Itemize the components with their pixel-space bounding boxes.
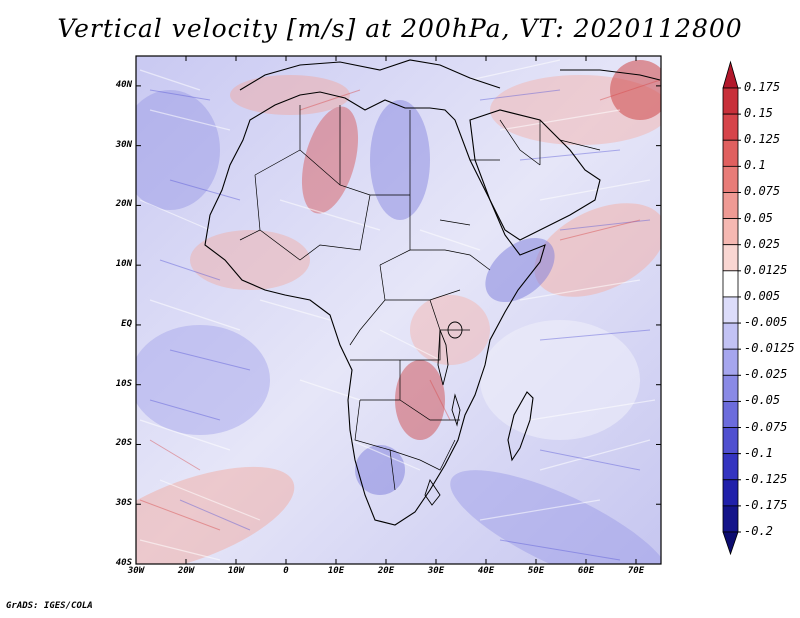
colorbar-swatch [722, 218, 739, 246]
lat-tick-label: 40S [115, 558, 132, 568]
colorbar-label: 0.15 [744, 106, 773, 121]
lakes [424, 321, 463, 506]
colorbar-label: -0.05 [744, 393, 781, 408]
colorbar-label: 0.175 [744, 80, 781, 94]
lon-tick-label: 60E [577, 566, 595, 576]
colorbar-swatch [722, 192, 739, 219]
lat-tick-label: EQ [121, 318, 132, 329]
colorbar-label: 0.025 [744, 236, 781, 251]
map-frame [135, 55, 662, 565]
country-borders [239, 105, 601, 491]
colorbar-swatch [722, 505, 739, 533]
lat-tick-label: 10S [115, 378, 132, 389]
colorbar-label: 0.1 [744, 158, 766, 173]
lon-tick-label: 20W [177, 566, 195, 576]
grads-credit: GrADS: IGES/COLA [6, 601, 93, 611]
lon-tick-label: 20E [377, 566, 395, 576]
colorbar-label: -0.2 [744, 524, 773, 538]
colorbar-label: -0.075 [744, 419, 788, 434]
velocity-field [136, 59, 661, 564]
colorbar-arrow-min [722, 531, 739, 556]
colorbar-label: 0.05 [744, 210, 773, 225]
colorbar-label: -0.125 [744, 471, 788, 486]
colorbar-swatch [722, 165, 739, 193]
colorbar-swatch [722, 401, 739, 428]
colorbar-label: -0.025 [744, 367, 788, 382]
colorbar-label: 0.125 [744, 132, 781, 147]
lon-tick-label: 10E [327, 566, 345, 576]
colorbar-label: -0.005 [744, 315, 788, 330]
colorbar-swatch [722, 244, 739, 272]
lon-tick-label: 10W [227, 566, 245, 576]
colorbar-swatch [722, 322, 739, 350]
lat-tick-label: 20S [115, 438, 132, 449]
colorbar-label: -0.0125 [744, 341, 795, 356]
lon-tick-label: 30E [427, 566, 445, 576]
lat-tick-label: 40N [115, 79, 132, 90]
colorbar-label: 0.075 [744, 184, 781, 199]
colorbar-swatch [722, 453, 739, 481]
colorbar-swatch [722, 427, 739, 455]
lon-tick-label: 0 [283, 566, 289, 576]
lon-tick-label: 40E [477, 566, 495, 576]
colorbar-label: -0.1 [744, 445, 773, 460]
colorbar-swatch [722, 113, 739, 141]
lat-tick-label: 20N [115, 199, 132, 210]
coastlines [204, 59, 661, 526]
lon-tick-label: 30W [127, 566, 145, 576]
lat-tick-label: 30S [115, 498, 132, 509]
colorbar-label: -0.175 [744, 497, 788, 512]
lat-tick-label: 10N [115, 259, 132, 270]
lon-tick-label: 70E [627, 566, 645, 576]
colorbar [722, 60, 741, 556]
colorbar-swatch [722, 270, 739, 298]
colorbar-label: 0.005 [744, 288, 781, 303]
colorbar-arrow-max [722, 60, 739, 89]
lon-tick-label: 50E [527, 566, 545, 576]
colorbar-swatch [722, 348, 739, 376]
colorbar-label: 0.0125 [744, 262, 788, 277]
colorbar-swatch [722, 139, 739, 167]
lat-tick-label: 30N [115, 139, 132, 150]
colorbar-swatch [722, 374, 739, 402]
chart-title: Vertical velocity [m/s] at 200hPa, VT: 2… [57, 14, 743, 43]
colorbar-swatch [722, 87, 739, 115]
colorbar-swatch [722, 296, 739, 324]
colorbar-swatch [722, 479, 739, 507]
